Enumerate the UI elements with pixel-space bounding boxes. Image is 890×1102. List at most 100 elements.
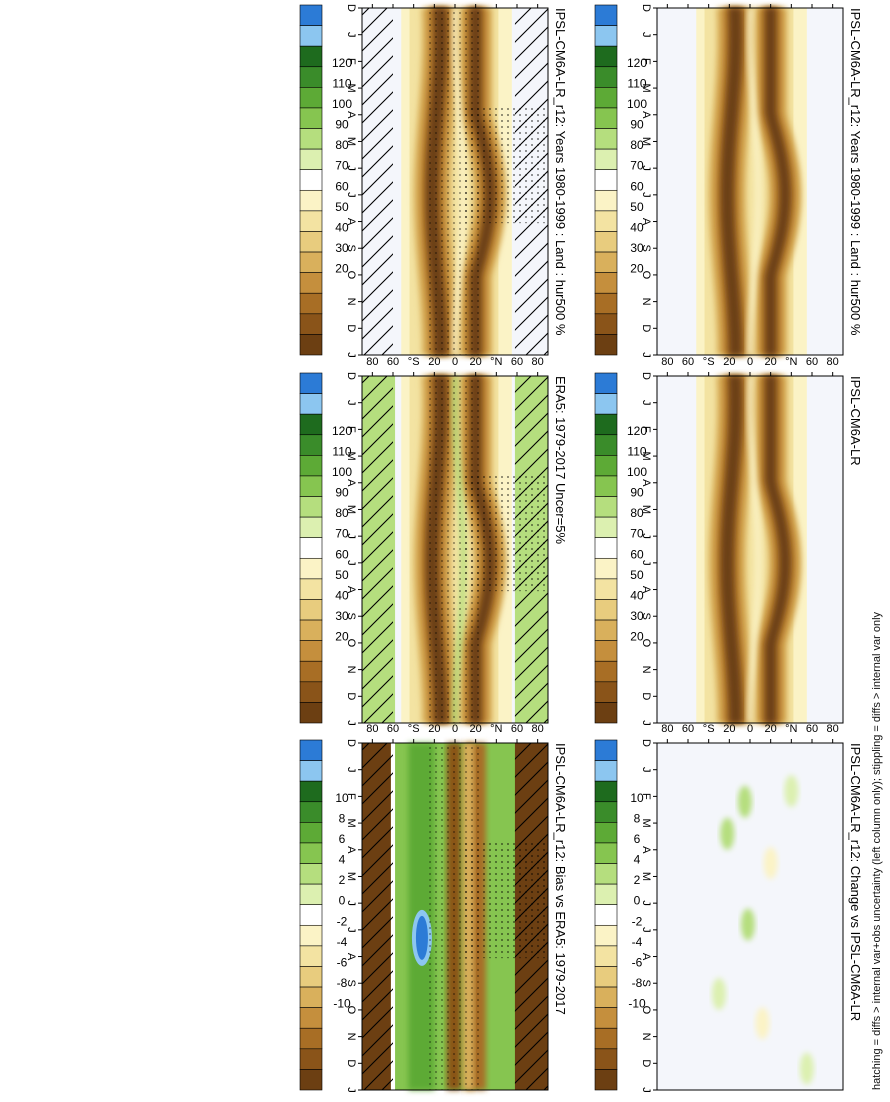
x-tick-label: O <box>640 271 652 280</box>
x-tick-label: M <box>345 137 357 146</box>
colorbar-swatch <box>299 231 323 253</box>
colorbar-label: 10 <box>630 791 644 805</box>
colorbar-swatch <box>594 107 618 129</box>
x-tick-label: N <box>640 1033 652 1041</box>
colorbar-label: -8 <box>632 976 643 990</box>
colorbar-swatch <box>299 619 323 641</box>
colorbar-label: 110 <box>332 76 351 90</box>
y-tick-label: °N <box>490 356 502 368</box>
panel-2: ERA5: 1979-2017 Uncer=5% D J F M A M J J A S O N D J 80… <box>299 356 568 726</box>
colorbar-label: 30 <box>630 609 644 623</box>
x-tick-label: M <box>345 872 357 881</box>
colorbar-swatch <box>594 599 618 621</box>
stippling-band <box>429 8 481 355</box>
panel-3: IPSL-CM6A-LR D J F M A M J J A S O N D J 80 60 °N 20 0 20 °S 6… <box>594 356 863 726</box>
x-tick-label: A <box>345 479 357 487</box>
colorbar-swatch <box>594 945 618 967</box>
colorbar-swatch <box>594 557 618 580</box>
colorbar-swatch <box>594 702 618 724</box>
colorbar-swatch <box>594 496 618 518</box>
x-tick-label: J <box>640 927 652 933</box>
x-tick-label: A <box>640 218 652 226</box>
x-tick-label: N <box>640 666 652 674</box>
x-tick-label: J <box>345 165 357 171</box>
x-tick-label: S <box>345 613 357 620</box>
x-tick-label: S <box>640 980 652 987</box>
x-tick-label: J <box>640 192 652 198</box>
x-tick-label: A <box>345 586 357 594</box>
y-tick-label: 0 <box>452 723 458 735</box>
colorbar-label: 90 <box>630 486 644 500</box>
y-tick-label: °S <box>408 723 420 735</box>
hatching-south <box>362 743 393 1090</box>
x-tick-label: N <box>640 298 652 306</box>
x-tick-label: D <box>640 1059 652 1067</box>
x-tick-label: J <box>640 767 652 773</box>
colorbar-swatch <box>299 822 323 844</box>
colorbar-swatch <box>299 413 323 436</box>
colorbar-label: 70 <box>335 527 349 541</box>
colorbar-swatch <box>299 272 323 294</box>
colorbar-label: 40 <box>335 588 349 602</box>
hatching-north <box>514 743 548 1090</box>
colorbar-swatch <box>594 45 618 68</box>
x-tick-label: M <box>640 83 652 92</box>
x-tick-label: M <box>345 451 357 460</box>
colorbar-swatch <box>299 1007 323 1029</box>
x-tick-label: O <box>345 271 357 280</box>
y-tick-label: 80 <box>827 723 839 735</box>
x-tick-label: J <box>345 560 357 566</box>
colorbar-swatch <box>299 292 323 315</box>
colorbar-label: 90 <box>630 118 644 132</box>
x-tick-label: M <box>640 818 652 827</box>
panel-1: IPSL-CM6A-LR_r12: Years 1980-1999 : Land… <box>594 4 863 358</box>
x-tick-label: J <box>640 352 652 358</box>
colorbar-swatch <box>299 393 323 415</box>
colorbar-label: 0 <box>339 894 346 908</box>
colorbar-label: -2 <box>632 914 643 928</box>
x-tick-label: O <box>345 1006 357 1015</box>
colorbar-label: -8 <box>337 976 348 990</box>
y-tick-label: 0 <box>452 356 458 368</box>
colorbar-swatch <box>299 87 323 109</box>
colorbar-swatch <box>299 842 323 864</box>
x-tick-label: J <box>640 560 652 566</box>
colorbar-swatch <box>299 863 323 885</box>
panel-0: IPSL-CM6A-LR_r12: Years 1980-1999 : Land… <box>299 4 568 358</box>
colorbar-swatch <box>299 640 323 662</box>
x-tick-label: F <box>345 58 357 65</box>
colorbar-label: 6 <box>634 832 641 846</box>
x-tick-label: J <box>345 533 357 539</box>
colorbar-swatch <box>299 434 323 456</box>
x-tick-label: F <box>345 426 357 433</box>
panel-title: IPSL-CM6A-LR <box>848 376 863 466</box>
colorbar-label: -2 <box>337 914 348 928</box>
x-tick-label: J <box>345 192 357 198</box>
colorbar-label: 40 <box>630 588 644 602</box>
colorbar-label: 4 <box>339 853 346 867</box>
colorbar-label: -6 <box>632 955 643 969</box>
panel-4: IPSL-CM6A-LR_r12: Bias vs ERA5: 1979-201… <box>299 723 568 1093</box>
y-tick-label: 20 <box>765 356 777 368</box>
colorbar-swatch <box>299 557 323 580</box>
y-tick-label: 80 <box>827 356 839 368</box>
x-tick-label: J <box>345 1087 357 1093</box>
colorbar-swatch <box>594 251 618 273</box>
colorbar-swatch <box>299 210 323 232</box>
colorbar-label: 90 <box>335 486 349 500</box>
x-tick-label: A <box>640 953 652 961</box>
x-tick-label: M <box>345 818 357 827</box>
x-tick-label: F <box>345 793 357 800</box>
colorbar-swatch <box>594 66 618 88</box>
y-tick-label: 20 <box>428 723 440 735</box>
x-tick-label: J <box>345 352 357 358</box>
colorbar-swatch <box>299 924 323 947</box>
x-tick-label: M <box>345 505 357 514</box>
y-tick-label: 20 <box>723 356 735 368</box>
colorbar-swatch <box>594 780 618 803</box>
x-tick-label: A <box>345 953 357 961</box>
x-tick-label: M <box>640 451 652 460</box>
colorbar-label: 40 <box>630 220 644 234</box>
colorbar-label: 120 <box>332 424 352 438</box>
x-tick-label: D <box>345 4 357 12</box>
